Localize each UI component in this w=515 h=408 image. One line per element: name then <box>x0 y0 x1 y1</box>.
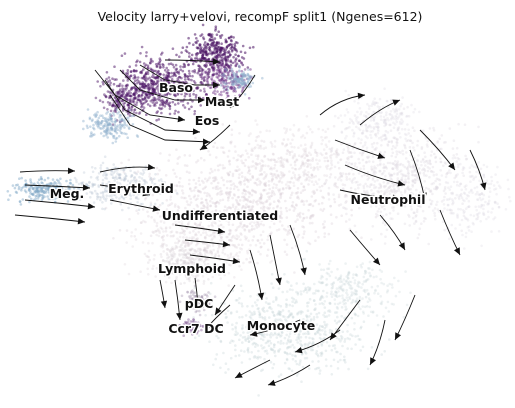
cluster-points-ccr7-dc <box>178 318 205 338</box>
streamline <box>19 170 76 173</box>
streamline-arrowhead <box>176 312 183 320</box>
streamline-arrowhead <box>215 307 222 315</box>
cluster-label-neutrophil: Neutrophil <box>351 192 426 207</box>
cluster-label-lymphoid: Lymphoid <box>158 261 226 276</box>
streamline <box>249 249 263 301</box>
streamline-arrowhead <box>295 347 303 354</box>
streamline-arrowhead <box>67 167 75 174</box>
streamline-arrowhead <box>275 277 282 285</box>
streamline-arrowhead <box>235 371 243 378</box>
streamline-arrowhead <box>454 247 460 255</box>
cell-points <box>6 23 512 397</box>
cluster-label-ccr7-dc: Ccr7 DC <box>168 321 223 336</box>
cluster-points-undifferentiated <box>104 115 384 287</box>
streamline-arrowhead <box>230 100 238 108</box>
cluster-points-mast <box>200 55 253 105</box>
cluster-points-eos <box>82 64 264 145</box>
streamline <box>14 214 86 223</box>
streamline-arrowhead <box>87 203 95 210</box>
streamline-arrowhead <box>370 357 376 365</box>
streamline-arrowhead <box>398 242 405 250</box>
streamline-arrowhead <box>194 297 201 305</box>
streamline-arrowhead <box>147 164 155 171</box>
streamline-arrowhead <box>192 128 200 135</box>
streamline-arrowhead <box>200 143 208 150</box>
cluster-label-undifferentiated: Undifferentiated <box>162 208 279 223</box>
streamline-arrowhead <box>448 162 455 170</box>
streamline-arrowhead <box>373 257 380 265</box>
cluster-label-baso: Baso <box>159 80 193 95</box>
cluster-label-pdc: pDC <box>185 296 214 311</box>
streamline-arrowhead <box>392 194 400 201</box>
streamline-arrowhead <box>222 241 230 248</box>
cluster-points-erythroid <box>59 155 179 212</box>
streamline-arrowhead <box>142 190 150 197</box>
streamline-arrowhead <box>377 152 385 159</box>
streamline <box>24 199 96 208</box>
cluster-points-meg <box>6 175 89 206</box>
streamline <box>94 69 186 121</box>
cluster-points-neutrophil <box>303 87 512 250</box>
streamline-arrowhead <box>232 257 240 265</box>
streamline <box>369 319 386 366</box>
streamline-arrowhead <box>357 92 365 99</box>
streamline-arrowhead <box>257 292 265 300</box>
streamline <box>109 199 161 211</box>
streamline-arrowhead <box>205 322 212 330</box>
streamline-arrowhead <box>212 58 220 65</box>
chart-title: Velocity larry+velovi, recompF split1 (N… <box>98 9 423 24</box>
velocity-streamlines <box>14 58 487 386</box>
streamline-arrowhead <box>480 182 487 190</box>
streamline-arrowhead <box>397 180 405 187</box>
streamline-arrowhead <box>213 81 220 89</box>
streamline-arrowhead <box>268 379 276 386</box>
streamline <box>104 79 201 133</box>
streamline-arrowhead <box>395 332 401 340</box>
streamline <box>119 69 205 101</box>
streamline-arrowhead <box>177 115 185 123</box>
streamline <box>139 64 220 86</box>
streamline-arrowhead <box>198 96 205 104</box>
streamline-arrowhead <box>330 332 337 340</box>
cluster-points-lymphoid <box>147 243 226 286</box>
cluster-label-erythroid: Erythroid <box>108 181 174 196</box>
streamline-arrowhead <box>82 184 90 191</box>
streamline-arrowhead <box>392 99 400 106</box>
cluster-label-meg: Meg. <box>50 186 85 201</box>
streamline-arrowhead <box>420 192 427 200</box>
cluster-labels: Baso Mast Eos Meg. Erythroid Undifferentiated… <box>48 79 427 338</box>
cluster-label-eos: Eos <box>195 113 220 128</box>
streamline-arrowhead <box>77 218 85 225</box>
cluster-points-baso <box>94 23 255 126</box>
cluster-label-mast: Mast <box>205 94 239 109</box>
streamline-arrowhead <box>202 138 210 145</box>
streamline <box>109 94 211 143</box>
streamline-arrowhead <box>300 267 307 275</box>
streamline <box>289 224 306 276</box>
streamline-arrowhead <box>250 330 258 337</box>
cluster-label-monocyte: Monocyte <box>247 318 316 333</box>
streamline-arrowhead <box>217 227 225 235</box>
streamline-arrowhead <box>152 205 160 212</box>
streamline-arrowhead <box>160 300 168 308</box>
